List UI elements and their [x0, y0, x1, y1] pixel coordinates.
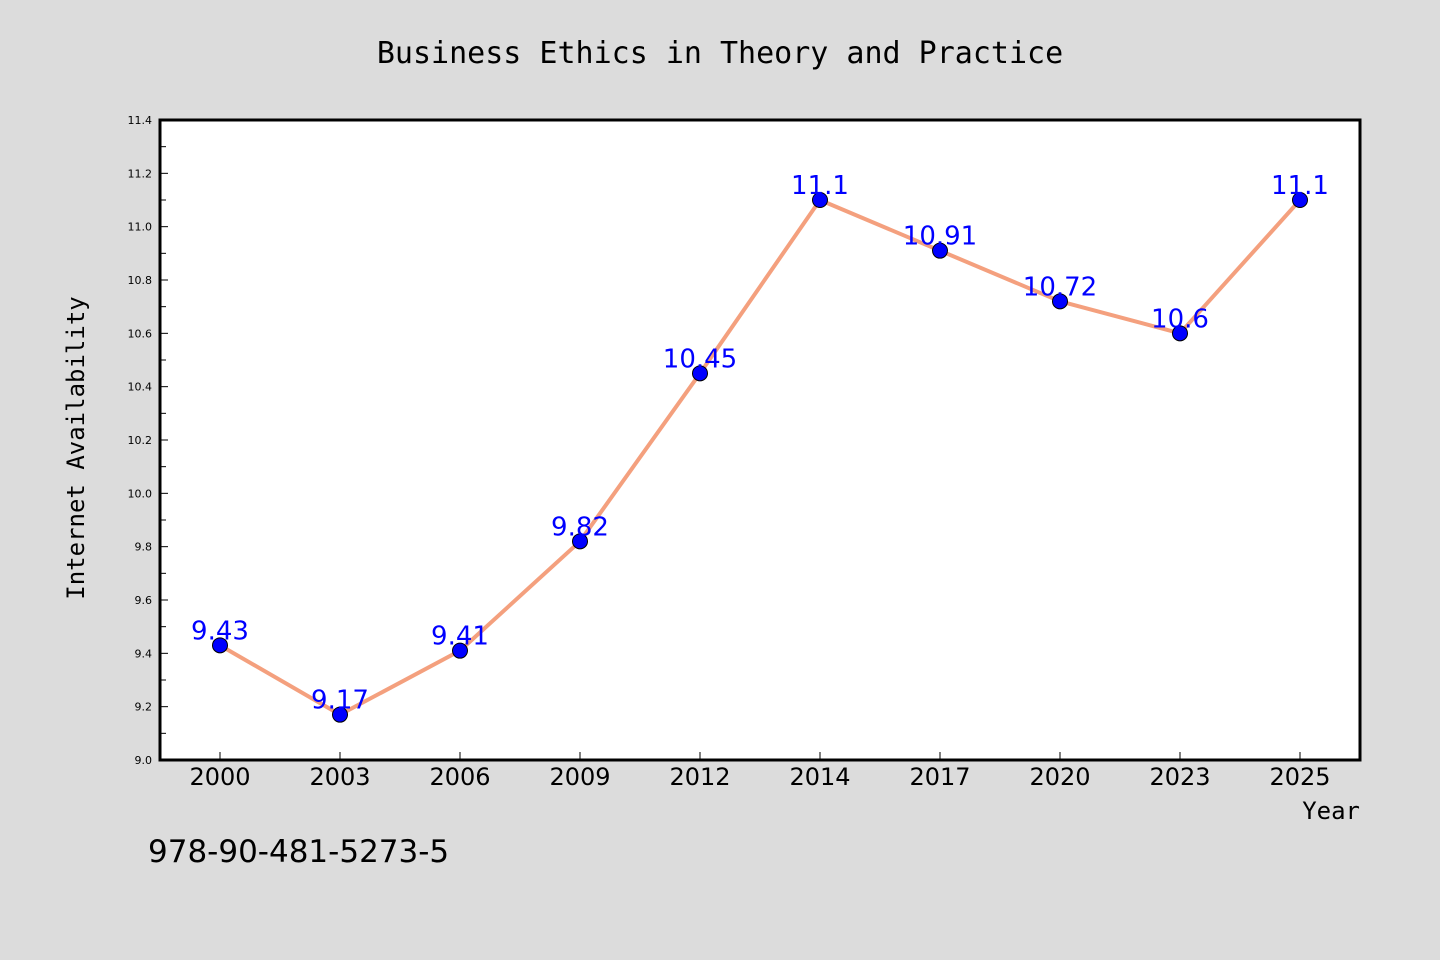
- isbn-text: 978-90-481-5273-5: [148, 834, 450, 870]
- x-tick-label: 2014: [789, 763, 850, 791]
- data-label: 10.72: [1023, 272, 1097, 302]
- data-point: [692, 365, 708, 382]
- x-tick-label: 2020: [1029, 763, 1090, 791]
- y-tick-label: 10.6: [128, 327, 153, 340]
- y-tick-label: 9.6: [135, 594, 153, 607]
- y-tick-label: 10.0: [128, 487, 153, 500]
- data-point: [452, 642, 468, 659]
- data-label: 11.1: [791, 171, 849, 201]
- y-tick-label: 9.0: [135, 754, 153, 767]
- data-point: [1172, 325, 1188, 342]
- y-tick-label: 11.0: [128, 221, 153, 234]
- data-label: 9.43: [191, 616, 249, 646]
- data-labels: 9.43 9.17 9.41 9.82 10.45 11.1 10.91 10.72 10.6 1…: [191, 171, 1329, 716]
- data-point: [212, 637, 228, 654]
- series-line: [218, 198, 1302, 717]
- y-axis: 9.0 9.2 9.4 9.6 9.8 10.0 10.2 10.4 10.6 10.8 11.0 1…: [128, 114, 168, 767]
- data-label: 10.6: [1151, 304, 1209, 334]
- y-axis-label: Internet Availability: [62, 296, 90, 599]
- y-tick-label: 11.4: [128, 114, 153, 127]
- data-label: 10.91: [903, 222, 977, 252]
- data-point: [572, 533, 588, 550]
- data-point: [1292, 192, 1308, 208]
- data-point: [332, 706, 348, 723]
- x-tick-label: 2023: [1149, 763, 1210, 791]
- x-axis-label: Year: [1302, 797, 1360, 825]
- data-label: 10.45: [663, 344, 737, 374]
- y-tick-label: 11.2: [128, 167, 153, 180]
- data-label: 11.1: [1271, 171, 1329, 201]
- data-label: 9.17: [311, 686, 369, 716]
- chart-title: Business Ethics in Theory and Practice: [377, 36, 1063, 71]
- y-tick-label: 10.4: [128, 381, 153, 394]
- data-point: [1052, 293, 1068, 310]
- x-tick-label: 2017: [909, 763, 970, 791]
- x-tick-label: 2012: [669, 763, 730, 791]
- x-axis: 2000 2003 2006 2009 2012 2014 2017 2020 2023 2025: [189, 752, 1331, 791]
- plot-area: [158, 118, 1362, 762]
- x-tick-label: 2025: [1269, 763, 1330, 791]
- x-tick-label: 2000: [189, 763, 250, 791]
- x-tick-label: 2006: [429, 763, 490, 791]
- x-tick-label: 2009: [549, 763, 610, 791]
- data-markers: [212, 192, 1308, 723]
- y-tick-label: 9.4: [135, 647, 153, 660]
- data-point: [812, 192, 828, 208]
- y-tick-label: 10.2: [128, 434, 153, 447]
- data-label: 9.41: [431, 622, 489, 652]
- data-point: [932, 242, 948, 259]
- x-tick-label: 2003: [309, 763, 370, 791]
- y-tick-label: 9.8: [135, 541, 153, 554]
- y-tick-label: 9.2: [135, 701, 153, 714]
- data-label: 9.82: [551, 512, 609, 542]
- y-tick-label: 10.8: [128, 274, 153, 287]
